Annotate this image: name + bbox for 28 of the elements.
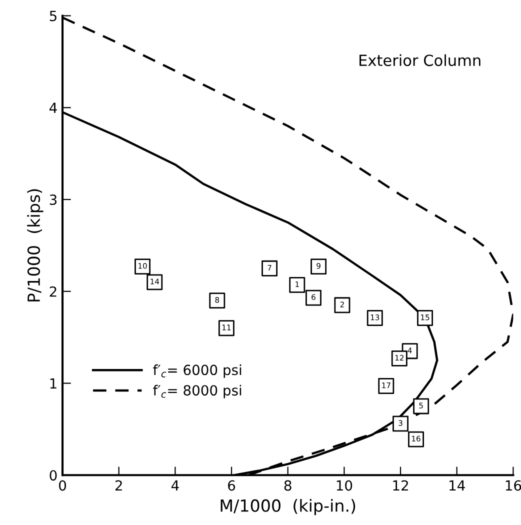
y-tick-label: 3 xyxy=(50,194,57,205)
x-axis-title: M/1000 (kip-in.) xyxy=(220,498,356,516)
y-tick-label: 1 xyxy=(50,378,56,389)
x-tick-label: 2 xyxy=(115,480,122,491)
point xyxy=(334,297,350,314)
x-tick-label: 0 xyxy=(59,480,66,491)
point xyxy=(209,292,226,309)
point xyxy=(392,416,408,432)
x-tick-label: 10 xyxy=(336,480,352,491)
y-tick-label: 0 xyxy=(50,470,57,481)
x-tick-label: 8 xyxy=(284,480,292,491)
point xyxy=(306,290,322,306)
point xyxy=(310,258,327,275)
point xyxy=(262,260,278,276)
point xyxy=(289,276,306,293)
x-tick-label: 6 xyxy=(228,480,236,491)
x-tick-label: 12 xyxy=(393,480,408,491)
y-tick-label: 5 xyxy=(50,10,56,22)
x-tick-label: 14 xyxy=(450,480,465,491)
y-tick-label: 4 xyxy=(50,102,57,113)
y-axis-title: P/1000 (kips) xyxy=(27,189,44,302)
legend-label: f′$_{c}$= 8000 psi xyxy=(153,384,242,398)
annotation: Exterior Column xyxy=(360,54,480,66)
x-tick-label: 16 xyxy=(506,480,521,491)
x-tick-label: 4 xyxy=(171,480,179,491)
point xyxy=(413,398,430,414)
legend-label: f′$_{c}$= 6000 psi xyxy=(153,364,242,378)
y-tick-label: 2 xyxy=(50,286,56,297)
